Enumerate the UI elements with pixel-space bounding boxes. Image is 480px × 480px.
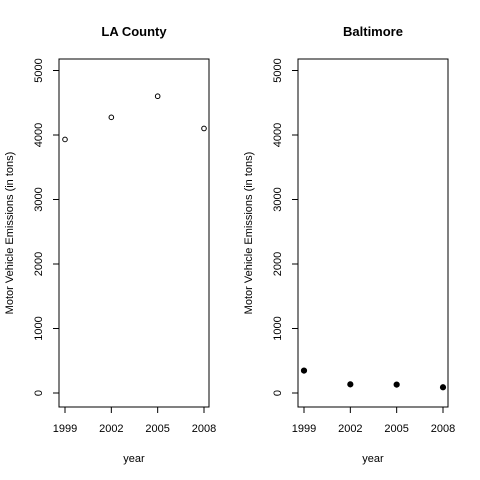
- point-group: [300, 367, 447, 391]
- y-tick-label: 4000: [33, 123, 45, 147]
- x-tick-label: 1999: [292, 423, 316, 435]
- x-axis-label: year: [362, 453, 384, 465]
- y-tick-label: 4000: [272, 123, 284, 147]
- panel-title: Baltimore: [343, 24, 403, 39]
- panel-title: LA County: [101, 24, 167, 39]
- x-tick-label: 2005: [145, 423, 169, 435]
- tick-group: 1999 2002 2005 2008 0 1000 2000 3000 4000 5000: [33, 58, 216, 435]
- data-point: [62, 136, 68, 143]
- x-tick-label: 1999: [53, 423, 77, 435]
- y-tick-label: 3000: [33, 187, 45, 211]
- x-tick-label: 2008: [192, 423, 216, 435]
- data-point: [201, 125, 207, 132]
- panel-la-county: LA County 1999 2002 2005 2008 0 1000 2000 3000 4…: [4, 24, 216, 465]
- y-tick-label: 1000: [33, 316, 45, 340]
- y-tick-label: 1000: [272, 316, 284, 340]
- y-axis-label: Motor Vehicle Emissions (in tons): [243, 152, 255, 315]
- panel-baltimore: Baltimore 1999 2002 2005 2008 0 1000 2000 3000 4…: [243, 24, 455, 465]
- y-tick-label: 0: [33, 390, 45, 396]
- x-axis-label: year: [123, 453, 145, 465]
- x-tick-label: 2002: [99, 423, 123, 435]
- y-tick-label: 3000: [272, 187, 284, 211]
- y-axis-label: Motor Vehicle Emissions (in tons): [4, 152, 16, 315]
- y-tick-label: 0: [272, 390, 284, 396]
- y-tick-label: 5000: [33, 58, 45, 82]
- y-tick-label: 2000: [33, 252, 45, 276]
- y-tick-label: 5000: [272, 58, 284, 82]
- tick-group: 1999 2002 2005 2008 0 1000 2000 3000 4000 5000: [272, 58, 455, 435]
- x-tick-label: 2002: [338, 423, 362, 435]
- data-point: [347, 381, 354, 388]
- data-point: [300, 367, 308, 374]
- point-group: [62, 93, 207, 143]
- data-point: [393, 381, 400, 388]
- data-point: [108, 114, 115, 121]
- x-tick-label: 2008: [431, 423, 455, 435]
- data-point: [439, 384, 447, 391]
- data-point: [154, 93, 161, 100]
- y-tick-label: 2000: [272, 252, 284, 276]
- x-tick-label: 2005: [384, 423, 408, 435]
